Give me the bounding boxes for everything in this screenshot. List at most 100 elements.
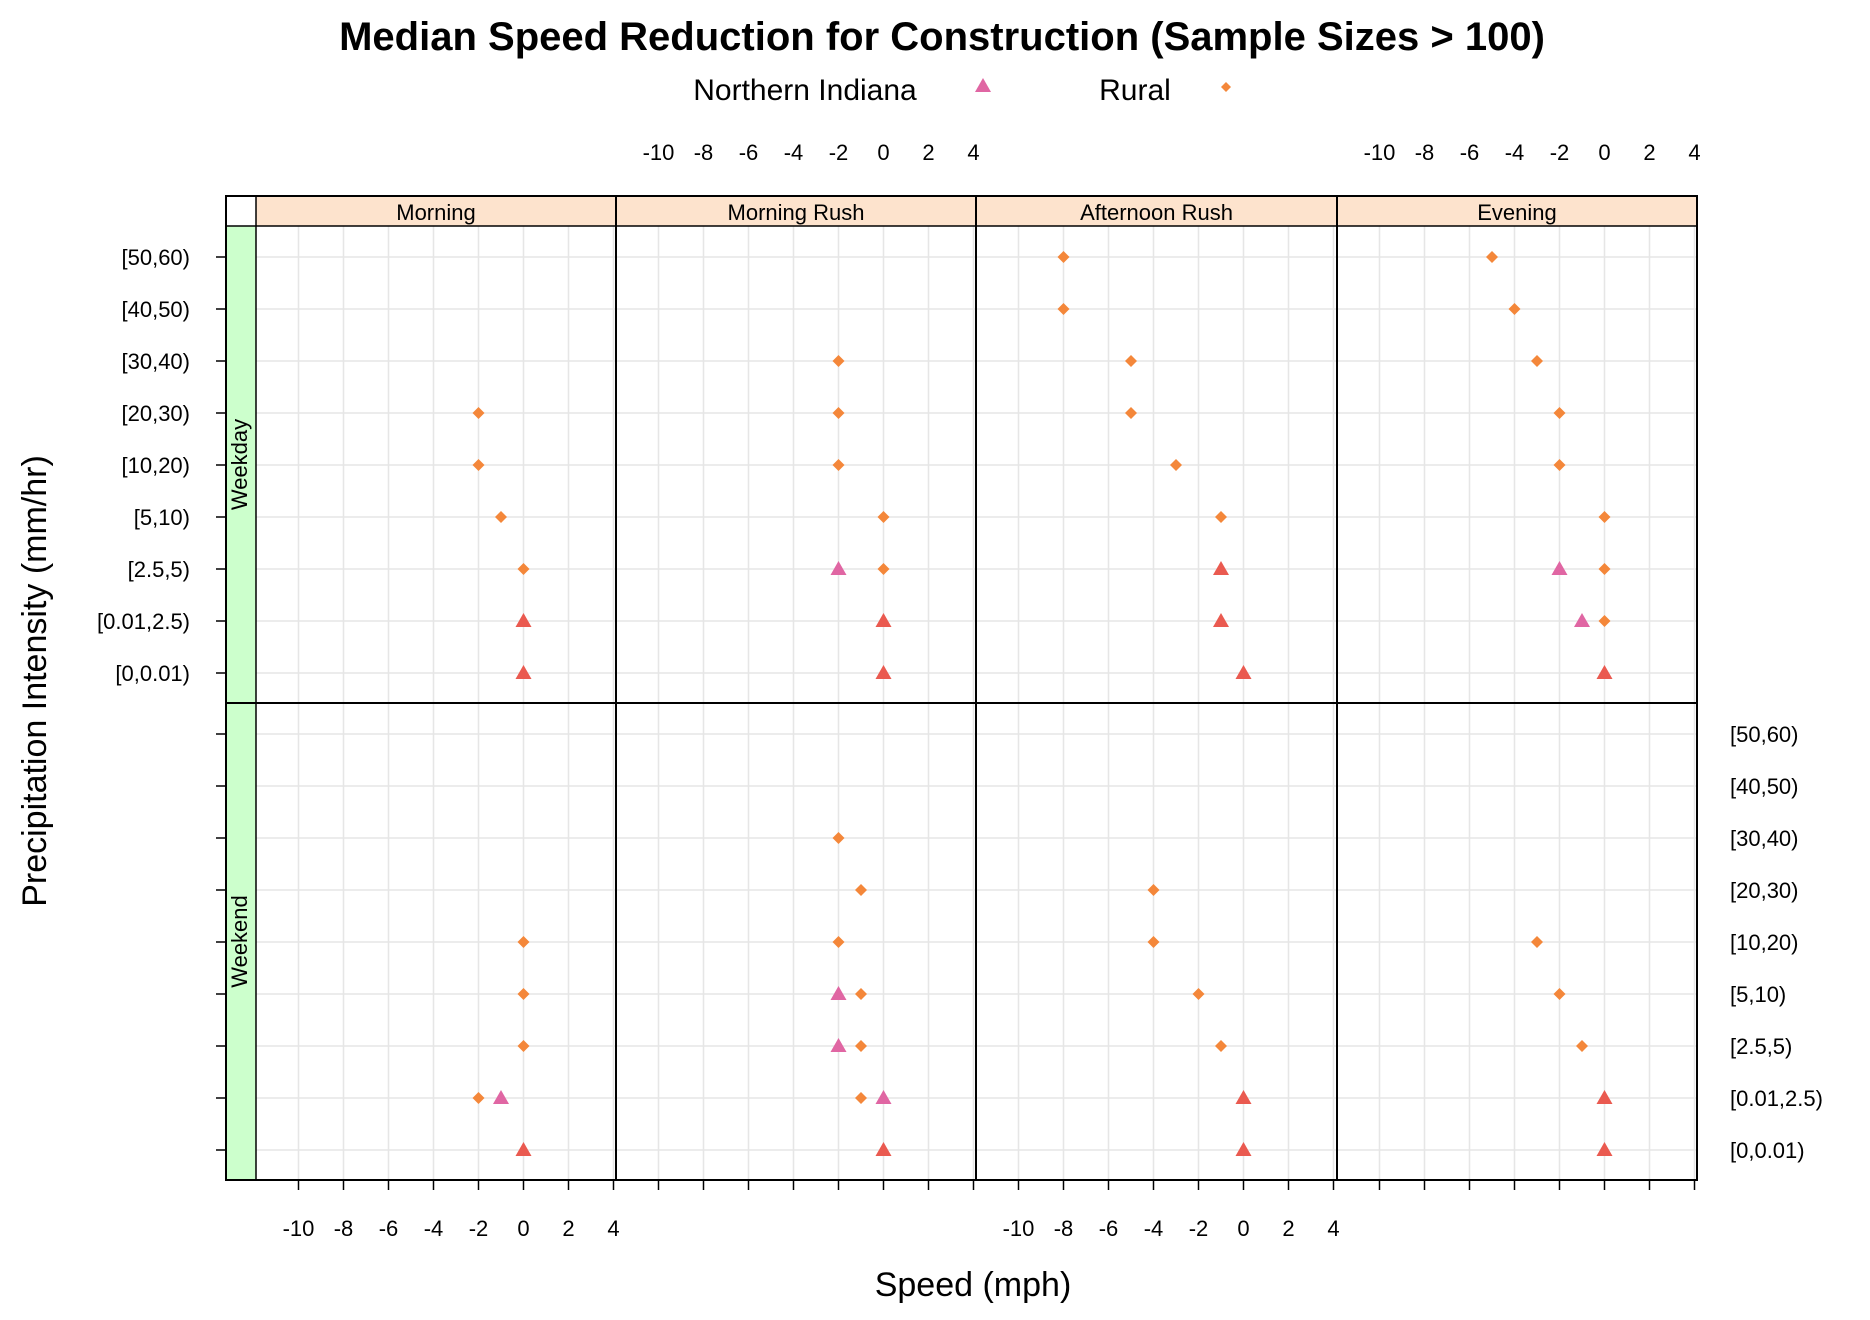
y-tick-label: [2.5,5) (1730, 1034, 1792, 1059)
data-point-rural (832, 355, 845, 367)
data-point-northern-indiana (493, 1090, 509, 1104)
data-point-rural (1192, 988, 1205, 1000)
data-point-rural (1147, 936, 1160, 948)
x-tick-label: -2 (829, 140, 849, 165)
data-point-rural (517, 563, 530, 575)
strip-label-column: Morning Rush (728, 200, 865, 225)
y-tick-label: [20,30) (1730, 878, 1799, 903)
x-tick-label: -6 (379, 1216, 399, 1241)
x-tick-label: 2 (922, 140, 934, 165)
data-point-rural (1215, 511, 1227, 523)
data-point-rural (1508, 303, 1521, 315)
data-point-rural (1147, 884, 1160, 896)
data-point-overlap (1235, 1090, 1252, 1104)
y-tick-label: [2.5,5) (128, 557, 190, 582)
data-point-overlap (1235, 1142, 1252, 1156)
y-tick-label: [5,10) (1730, 982, 1786, 1007)
y-tick-label: [0,0.01) (1730, 1138, 1805, 1163)
x-tick-label: -8 (1054, 1216, 1074, 1241)
data-point-rural (517, 988, 530, 1000)
x-tick-label: 0 (1598, 140, 1610, 165)
data-point-overlap (1213, 561, 1229, 575)
x-tick-label: -10 (283, 1216, 315, 1241)
data-point-rural (472, 459, 485, 471)
y-tick-label: [0,0.01) (115, 661, 190, 686)
x-tick-label: 0 (877, 140, 889, 165)
x-tick-label: 4 (607, 1216, 619, 1241)
x-tick-label: -2 (469, 1216, 489, 1241)
strip-label-column: Morning (396, 200, 475, 225)
x-tick-label: 2 (562, 1216, 574, 1241)
data-point-rural (1125, 355, 1137, 367)
y-tick-label: [20,30) (122, 401, 191, 426)
data-point-rural (855, 1092, 867, 1104)
data-point-rural (1057, 251, 1070, 263)
x-tick-label: -10 (1003, 1216, 1035, 1241)
x-tick-label: -8 (1415, 140, 1435, 165)
data-point-rural (1531, 355, 1543, 367)
data-point-rural (855, 884, 867, 896)
y-tick-label: [0.01,2.5) (97, 609, 190, 634)
data-point-rural (1125, 407, 1137, 419)
data-point-rural (855, 988, 867, 1000)
strip-label-row: Weekday (227, 419, 252, 510)
data-point-northern-indiana (830, 986, 847, 1000)
data-point-overlap (515, 1142, 532, 1156)
data-point-overlap (515, 665, 532, 679)
x-tick-label: -4 (424, 1216, 444, 1241)
x-tick-label: -8 (334, 1216, 354, 1241)
data-point-rural (832, 459, 845, 471)
data-point-northern-indiana (830, 561, 847, 575)
x-tick-label: -4 (1505, 140, 1525, 165)
x-tick-label: 0 (1237, 1216, 1249, 1241)
data-point-rural (1215, 1040, 1227, 1052)
data-point-rural (1531, 936, 1543, 948)
x-tick-label: -10 (1364, 140, 1396, 165)
x-tick-label: 4 (1327, 1216, 1339, 1241)
data-point-rural (495, 511, 507, 523)
legend-label-northern-indiana: Northern Indiana (693, 74, 917, 107)
chart-title: Median Speed Reduction for Construction … (339, 15, 1545, 59)
x-tick-label: -10 (643, 140, 675, 165)
data-point-rural (1576, 1040, 1588, 1052)
strip-label-row: Weekend (227, 895, 252, 988)
x-tick-label: -6 (739, 140, 759, 165)
data-point-rural (472, 1092, 485, 1104)
y-tick-label: [40,50) (122, 297, 191, 322)
x-tick-label: 4 (967, 140, 979, 165)
x-axis-label: Speed (mph) (875, 1266, 1072, 1304)
legend-marker-rural (1221, 82, 1231, 92)
data-point-rural (1553, 459, 1566, 471)
y-axis-label: Precipitation Intensity (mm/hr) (16, 455, 54, 907)
x-tick-label: 4 (1688, 140, 1700, 165)
data-point-rural (1598, 511, 1611, 523)
data-point-overlap (1596, 1090, 1613, 1104)
data-point-rural (1598, 615, 1611, 627)
x-tick-label: 2 (1643, 140, 1655, 165)
data-point-rural (877, 563, 890, 575)
y-tick-label: [0.01,2.5) (1730, 1086, 1823, 1111)
data-point-overlap (875, 1142, 892, 1156)
x-tick-label: -4 (784, 140, 804, 165)
data-point-overlap (1235, 665, 1252, 679)
x-tick-label: -2 (1189, 1216, 1209, 1241)
data-point-rural (1598, 563, 1611, 575)
legend-marker-northern-indiana (975, 78, 991, 92)
x-tick-label: 0 (517, 1216, 529, 1241)
data-point-overlap (875, 665, 892, 679)
data-point-northern-indiana (1574, 613, 1590, 627)
x-tick-label: -4 (1144, 1216, 1164, 1241)
data-point-rural (832, 832, 845, 844)
data-point-overlap (1596, 665, 1613, 679)
strip-column (255, 195, 617, 227)
x-tick-label: -8 (694, 140, 714, 165)
data-point-rural (855, 1040, 867, 1052)
strip-label-column: Afternoon Rush (1080, 200, 1233, 225)
plot-frame (225, 195, 1698, 1181)
data-point-northern-indiana (875, 1090, 892, 1104)
x-tick-label: 2 (1282, 1216, 1294, 1241)
y-tick-label: [50,60) (122, 245, 191, 270)
data-point-northern-indiana (1551, 561, 1568, 575)
data-point-overlap (875, 613, 892, 627)
